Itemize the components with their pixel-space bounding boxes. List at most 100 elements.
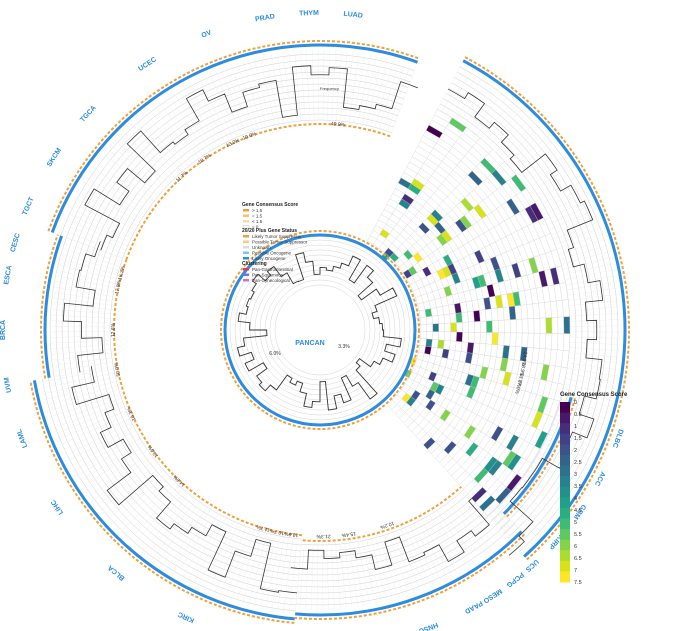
ring-spoke (556, 233, 605, 250)
cancer-type-label: LUAD (343, 11, 363, 20)
ring-spoke (53, 286, 113, 297)
ring-gridline (296, 520, 511, 600)
ring-spoke (242, 532, 263, 605)
ring-spoke (421, 519, 453, 577)
ring-spoke (52, 402, 123, 429)
pancan-gridline (254, 264, 386, 396)
ring-spoke (566, 373, 616, 383)
ring-gridline (440, 103, 577, 521)
consensus-band (29, 380, 295, 624)
pancan-label: PANCAN (295, 340, 324, 347)
ring-gridline (116, 113, 394, 257)
ring-spoke (53, 361, 113, 372)
ring-spoke (61, 418, 130, 451)
heatmap-cell (486, 320, 493, 333)
heatmap-cell (474, 321, 481, 333)
heatmap-cell (521, 318, 529, 334)
pancan-gridline (269, 279, 371, 381)
ring-spoke (567, 368, 617, 377)
ring-spoke (569, 347, 620, 352)
legend-cluster-items: Pan-GastrointestinalPan-SquamousPan-Gyne… (243, 267, 293, 283)
ring-spoke (70, 201, 134, 235)
ring-spoke (56, 270, 116, 284)
ring-spoke (124, 482, 176, 538)
colorbar-block (560, 476, 570, 488)
ring-spoke (568, 352, 619, 358)
heatmap-cell (450, 331, 457, 342)
heatmap-cell (456, 331, 463, 343)
ring-spoke (59, 259, 118, 276)
ring-gridline (71, 373, 299, 582)
colorbar-block (560, 402, 570, 414)
colorbar-tick-label: 6 (574, 544, 577, 550)
pct-label: 10.0% (242, 131, 258, 142)
ring-spoke (529, 165, 572, 194)
ring-spoke (259, 56, 276, 125)
ring-spoke (458, 494, 501, 544)
ring-spoke (158, 101, 200, 159)
ring-spoke (52, 357, 112, 366)
heatmap-cell (527, 332, 535, 349)
ring-spoke (92, 166, 150, 208)
ring-spoke (88, 452, 150, 497)
ring-spoke (535, 456, 579, 482)
ring-spoke (468, 88, 499, 129)
ring-spoke (168, 94, 207, 154)
ring-spoke (392, 532, 415, 594)
ring-spoke (153, 104, 196, 162)
consensus-band (464, 56, 630, 561)
ring-gridline (42, 378, 296, 612)
heatmap-cell (420, 316, 427, 325)
ring-spoke (565, 275, 616, 286)
pct-label: 13.5% (146, 443, 160, 458)
ring-spoke (68, 207, 132, 239)
ring-spoke (131, 123, 179, 176)
ring-spoke (569, 325, 620, 327)
ring-spoke (542, 192, 587, 216)
heatmap-cell (551, 333, 559, 351)
ring-gridline (71, 65, 411, 240)
heatmap-cell (443, 313, 451, 324)
ring-spoke (433, 512, 468, 569)
heatmap-cell (515, 332, 523, 348)
pct-label: 11.7% (255, 523, 270, 533)
ring-spoke (455, 77, 483, 120)
cancer-type-label: MESO (481, 587, 503, 604)
ring-spoke (383, 63, 405, 130)
ring-spoke (335, 544, 341, 610)
ring-spoke (225, 66, 250, 133)
ring-spoke (417, 521, 448, 580)
ring-spoke (111, 473, 167, 525)
ring-spoke (561, 393, 611, 407)
ring-gridline (300, 486, 477, 552)
ring-spoke (72, 434, 138, 472)
ring-spoke (553, 221, 600, 240)
ring-spoke (413, 523, 442, 583)
heatmap-cell (450, 322, 457, 333)
ring-spoke (295, 539, 302, 614)
heatmap-cell (545, 317, 553, 334)
heatmap-cell (497, 332, 505, 346)
pct-label: 10.7% (269, 527, 285, 536)
pancan-gridline (244, 254, 396, 406)
ring-spoke (357, 54, 371, 124)
heatmap-cell (444, 322, 451, 333)
ring-spoke (43, 381, 117, 401)
frequency-step-line (62, 241, 104, 373)
heatmap-cell (420, 324, 428, 332)
ring-spoke (50, 335, 111, 338)
ring-spoke (448, 502, 488, 555)
colorbar-block (560, 412, 570, 424)
ring-spoke (50, 314, 111, 319)
ring-spoke (371, 538, 387, 602)
ring-spoke (560, 398, 609, 413)
heatmap-cell (483, 499, 500, 517)
colorbar-block (560, 507, 570, 519)
ring-spoke (69, 430, 136, 467)
heatmap-cell (437, 339, 445, 350)
ring-spoke (526, 160, 568, 189)
ring-gridline (297, 515, 507, 594)
cancer-type-label: ESCA (3, 265, 13, 285)
ring-spoke (450, 74, 478, 118)
